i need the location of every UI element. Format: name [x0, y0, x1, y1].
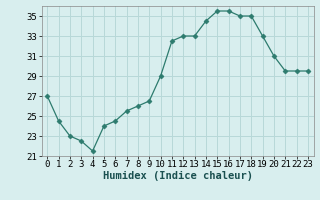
X-axis label: Humidex (Indice chaleur): Humidex (Indice chaleur) [103, 171, 252, 181]
